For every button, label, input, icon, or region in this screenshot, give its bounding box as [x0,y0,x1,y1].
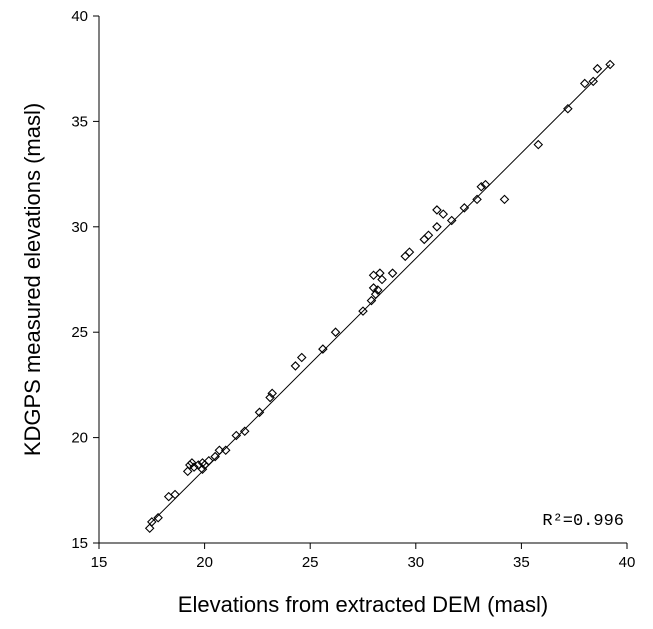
axes: 15 20 25 30 35 40 15 20 25 30 35 40 [71,8,635,571]
x-tick-label: 20 [196,554,213,571]
data-point [432,205,442,215]
y-tick-label: 15 [71,535,88,552]
data-point [187,458,197,468]
data-point [579,78,590,89]
data-point [419,234,430,245]
data-point [144,523,155,534]
y-tick-label: 30 [71,219,88,236]
data-point [231,430,242,441]
y-axis-title: KDGPS measured elevations (masl) [20,103,45,456]
data-point [147,517,157,527]
r-squared-annotation: R²=0.996 [542,512,624,531]
data-point [373,285,383,295]
x-tick-label: 30 [407,554,424,571]
data-point [377,274,387,285]
data-point [170,489,180,500]
data-point [185,460,195,470]
y-tick-label: 40 [71,8,88,25]
data-point [592,63,603,74]
data-point [214,445,225,456]
data-point [153,512,163,523]
data-point [476,181,487,192]
data-point [318,344,328,354]
y-tick-label: 25 [71,324,88,341]
data-point [189,462,199,472]
data-point [210,451,220,462]
data-point [182,466,193,477]
data-point [400,251,411,262]
data-point [446,215,457,226]
y-tick-label: 35 [71,113,88,130]
data-point [220,445,231,456]
data-point [239,426,250,437]
data-point [387,268,398,278]
data-point [267,388,277,399]
data-point [438,209,449,219]
data-point [290,361,301,371]
x-tick-label: 35 [513,554,530,571]
data-point [296,352,307,363]
data-point [204,456,214,466]
data-point [605,59,615,70]
x-tick-label: 25 [302,554,319,571]
data-point [533,139,544,150]
data-points [144,59,615,534]
data-point [459,203,470,213]
data-point [366,295,377,306]
data-point [254,407,265,418]
data-point [330,327,341,337]
x-axis-title: Elevations from extracted DEM (masl) [178,592,548,617]
x-tick-label: 15 [91,554,108,571]
x-tick-label: 40 [619,554,636,571]
data-point [588,76,598,87]
data-point [563,103,573,114]
data-point [472,194,482,205]
data-point [404,247,415,257]
data-point [432,222,442,232]
data-point [480,179,491,190]
y-tick-label: 20 [71,430,88,447]
data-point [499,194,510,205]
data-point [423,230,434,241]
data-point [358,306,368,316]
